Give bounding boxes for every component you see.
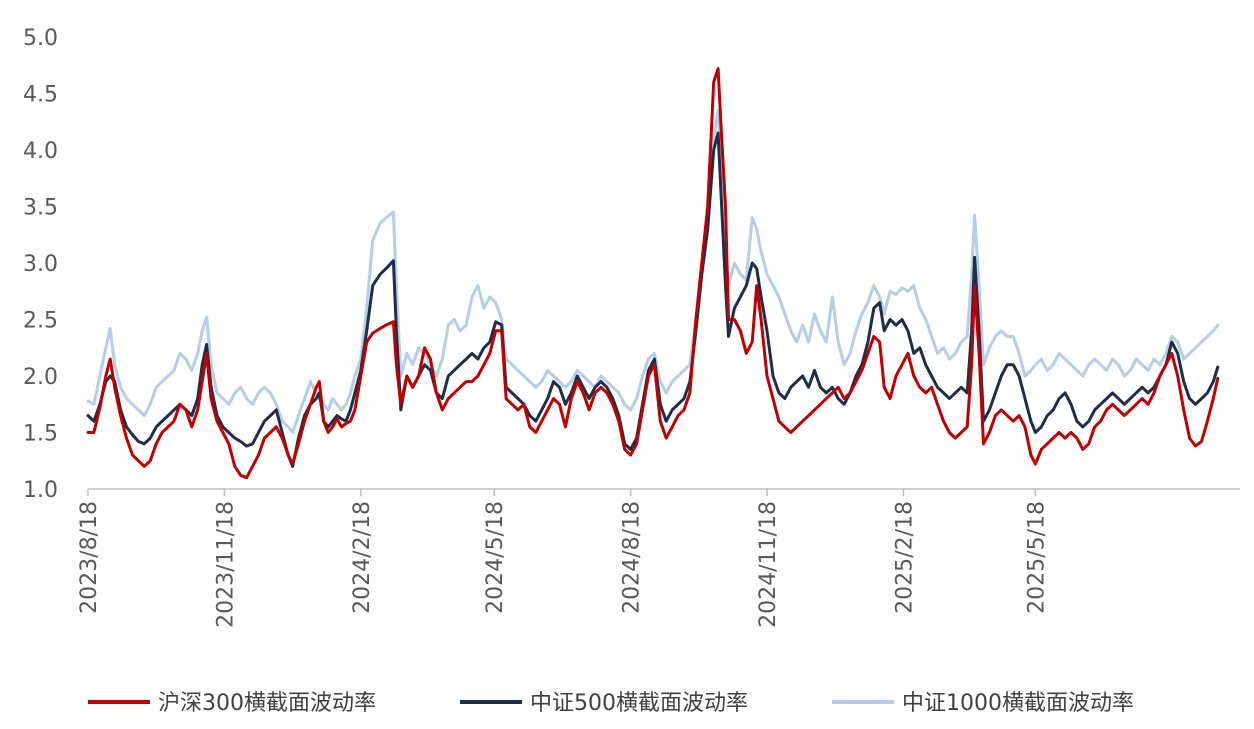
- x-tick-label: 2024/8/18: [620, 501, 645, 614]
- legend: 沪深300横截面波动率 中证500横截面波动率 中证1000横截面波动率: [88, 691, 1134, 716]
- x-tick-label: 2023/11/18: [213, 501, 238, 628]
- series-line-3: [86, 109, 1220, 434]
- x-tick-label: 2024/11/18: [756, 501, 781, 628]
- series-lines: [86, 67, 1220, 480]
- x-tick-label: 2025/2/18: [892, 501, 917, 614]
- x-tick-label: 2024/2/18: [350, 501, 375, 614]
- y-tick-label: 3.5: [23, 196, 58, 221]
- y-tick-label: 4.0: [23, 139, 58, 164]
- legend-label-3: 中证1000横截面波动率: [902, 691, 1134, 716]
- y-axis: 1.0 1.5 2.0 2.5 3.0 3.5 4.0 4.5 5.0: [23, 26, 58, 503]
- y-tick-label: 1.5: [23, 422, 58, 447]
- x-tick-label: 2023/8/18: [77, 501, 102, 614]
- y-tick-label: 2.5: [23, 309, 58, 334]
- y-tick-label: 2.0: [23, 365, 58, 390]
- series-line-1: [86, 67, 1220, 480]
- legend-label-2: 中证500横截面波动率: [530, 691, 748, 716]
- x-tick-label: 2024/5/18: [483, 501, 508, 614]
- y-tick-label: 3.0: [23, 252, 58, 277]
- y-tick-label: 5.0: [23, 26, 58, 51]
- y-tick-label: 4.5: [23, 83, 58, 108]
- x-axis: 2023/8/18 2023/11/18 2024/2/18 2024/5/18 202…: [77, 488, 1240, 628]
- y-tick-label: 1.0: [23, 478, 58, 503]
- x-tick-label: 2025/5/18: [1024, 501, 1049, 614]
- legend-label-1: 沪深300横截面波动率: [158, 691, 376, 716]
- series-line-2: [86, 131, 1220, 468]
